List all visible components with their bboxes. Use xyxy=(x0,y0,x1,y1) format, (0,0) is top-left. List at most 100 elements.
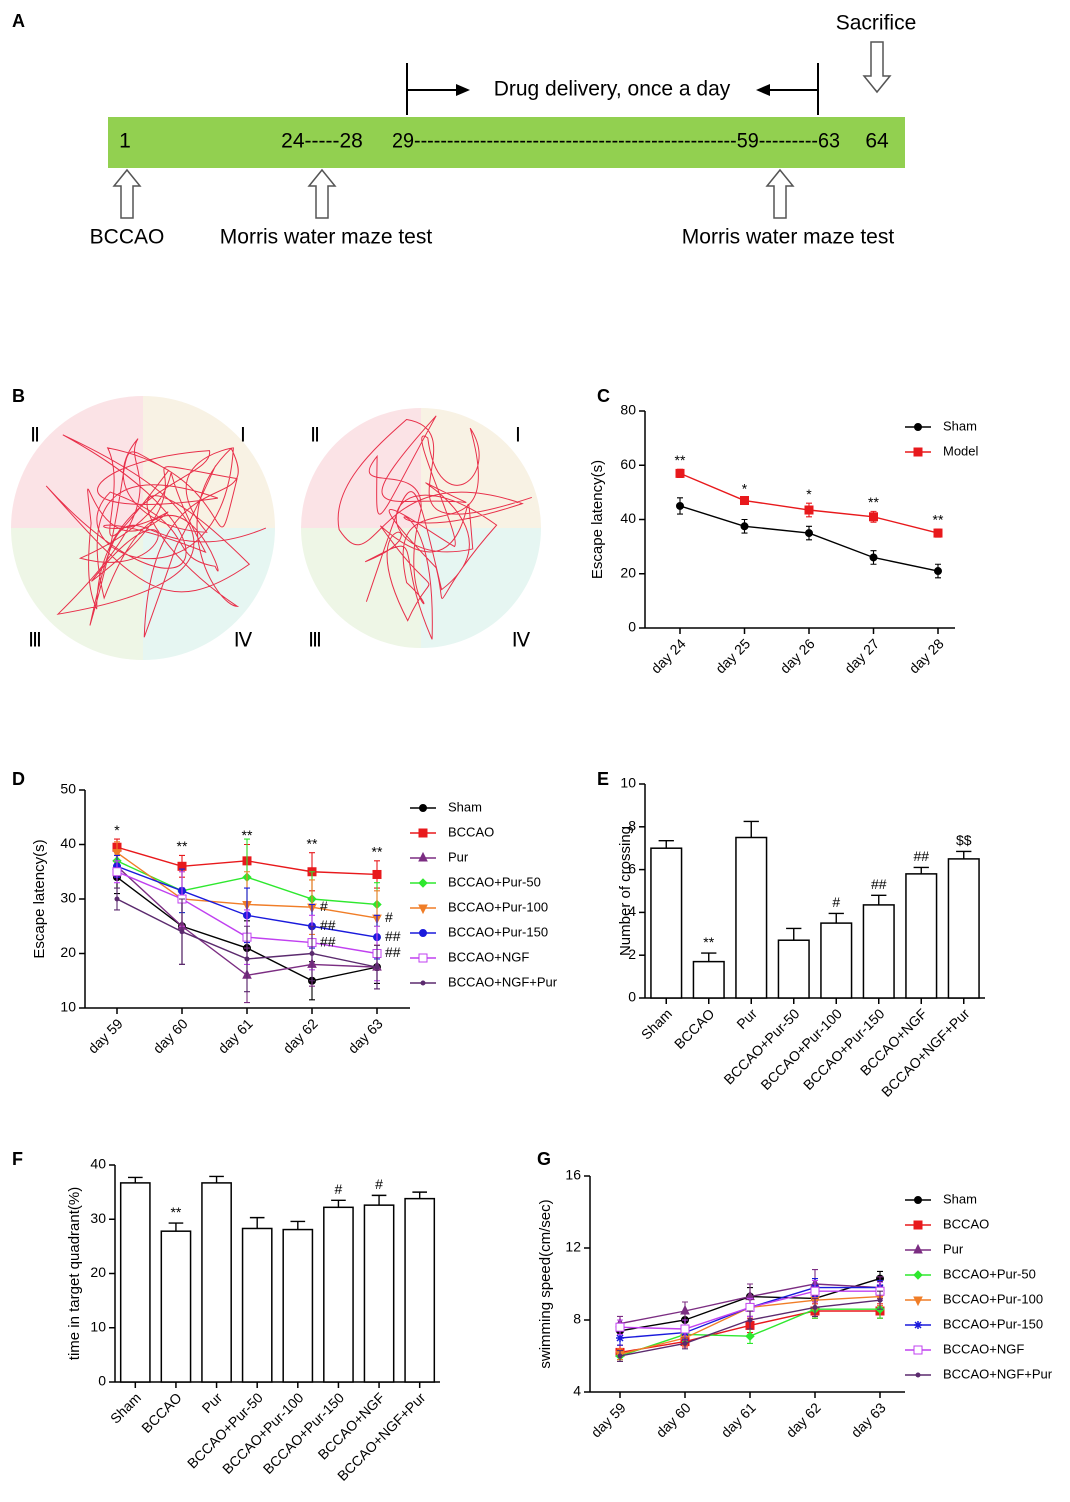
legend-marker xyxy=(418,878,428,888)
annotation: ** xyxy=(675,452,686,468)
panel-label: E xyxy=(597,769,609,789)
y-tick-label: 8 xyxy=(573,1311,581,1327)
error-bar xyxy=(913,866,929,874)
panel-label: A xyxy=(12,11,25,31)
error-bar xyxy=(828,912,844,924)
marker xyxy=(112,849,122,859)
x-tick-label: BCCAO xyxy=(671,1005,718,1052)
y-tick-label: 30 xyxy=(60,890,76,906)
x-tick-label: day 28 xyxy=(906,635,947,676)
marker xyxy=(877,1297,883,1303)
legend-marker xyxy=(913,1296,923,1307)
marker xyxy=(869,553,878,562)
marker xyxy=(745,1302,755,1312)
error-bar xyxy=(290,1220,306,1230)
y-tick-label: 0 xyxy=(98,1373,106,1389)
marker xyxy=(680,1324,690,1334)
legend-label: BCCAO+NGF+Pur xyxy=(448,974,558,989)
legend-marker xyxy=(418,851,428,862)
y-tick-label: 40 xyxy=(620,510,636,526)
legend-marker xyxy=(914,1321,922,1329)
bar xyxy=(820,922,853,999)
marker xyxy=(740,522,749,531)
bar xyxy=(692,960,725,999)
day-label: 64 xyxy=(865,130,889,153)
y-tick-label: 20 xyxy=(90,1264,106,1280)
arrows xyxy=(112,41,892,219)
marker xyxy=(740,496,749,506)
annotation: ** xyxy=(307,835,318,851)
marker xyxy=(812,1304,818,1310)
error-bar xyxy=(871,894,887,905)
y-tick-label: 8 xyxy=(628,818,636,834)
x-tick-label: day 25 xyxy=(712,635,753,676)
quadrant xyxy=(421,408,541,528)
y-tick-label: 80 xyxy=(620,402,636,418)
legend-label: BCCAO+Pur-50 xyxy=(448,874,541,889)
quadrant-label: Ⅰ xyxy=(240,425,246,447)
timeline-bar xyxy=(108,117,905,168)
x-tick-label: Sham xyxy=(638,1005,675,1042)
y-tick-label: 40 xyxy=(60,835,76,851)
marker xyxy=(615,1322,625,1332)
y-axis-label: Escape latency(s) xyxy=(589,460,606,579)
error-bar xyxy=(412,1191,427,1199)
error-bar xyxy=(371,1194,387,1206)
legend-marker xyxy=(913,447,923,457)
drug-bracket xyxy=(406,63,819,115)
sacrifice-label: Sacrifice xyxy=(836,12,917,35)
quadrant-label: Ⅳ xyxy=(512,630,531,652)
legend-label: Pur xyxy=(943,1241,964,1256)
marker xyxy=(179,929,185,935)
annotation: * xyxy=(114,822,120,838)
legend-label: Model xyxy=(943,443,979,458)
x-tick-label: day 24 xyxy=(648,635,689,676)
y-tick-label: 30 xyxy=(90,1210,106,1226)
y-axis-label: Escape latency(s) xyxy=(31,839,48,958)
error-bar xyxy=(743,820,759,838)
legend-label: BCCAO+NGF xyxy=(943,1341,1024,1356)
error-bar xyxy=(249,1216,265,1229)
panel-label: G xyxy=(537,1149,551,1169)
x-tick-label: Sham xyxy=(107,1389,144,1426)
marker xyxy=(114,896,120,902)
legend-marker xyxy=(418,953,428,963)
x-tick-label: day 63 xyxy=(345,1015,386,1056)
marker xyxy=(676,501,684,510)
maze xyxy=(11,396,275,660)
legend-marker xyxy=(419,929,427,937)
bar xyxy=(323,1206,354,1383)
annotation: # xyxy=(320,898,328,914)
legend-label: BCCAO xyxy=(943,1216,989,1231)
annotation: ** xyxy=(933,512,944,528)
event-label: Morris water maze test xyxy=(220,226,433,249)
y-tick-label: 50 xyxy=(60,781,76,797)
legend-marker xyxy=(914,423,922,431)
y-tick-label: 0 xyxy=(628,619,636,635)
day-label: 29--------------------------------------… xyxy=(392,130,840,153)
annotation: $$ xyxy=(956,832,972,848)
annotation: ** xyxy=(868,494,879,510)
marker xyxy=(616,1334,624,1342)
event-label: BCCAO xyxy=(90,226,165,249)
bar xyxy=(777,939,810,999)
error-bar xyxy=(956,850,972,859)
quadrant-label: Ⅱ xyxy=(30,425,40,447)
x-tick-label: BCCAO+Pur-50 xyxy=(720,1005,802,1087)
bar xyxy=(862,904,895,999)
marker xyxy=(810,1286,820,1296)
quadrant-label: Ⅲ xyxy=(308,630,322,652)
marker xyxy=(934,567,942,576)
annotation: ** xyxy=(703,934,714,950)
x-tick-label: BCCAO xyxy=(138,1389,185,1436)
legend-label: BCCAO+NGF+Pur xyxy=(943,1366,1053,1381)
bar xyxy=(201,1182,232,1383)
marker xyxy=(680,1304,690,1315)
panel-label: D xyxy=(12,769,25,789)
bar xyxy=(160,1230,192,1383)
y-tick-label: 16 xyxy=(565,1167,581,1183)
annotation: # xyxy=(385,909,393,925)
bar xyxy=(241,1227,273,1383)
legend-label: BCCAO+Pur-150 xyxy=(943,1316,1043,1331)
